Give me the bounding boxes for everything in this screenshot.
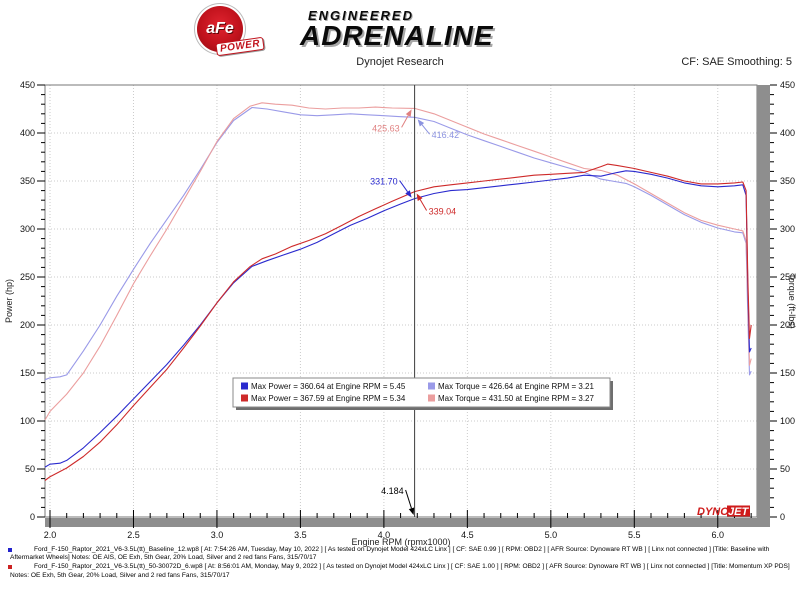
y-right-tick-label: 150 [780,368,795,378]
y-left-tick-label: 300 [20,224,35,234]
x-tick-label: 5.5 [628,530,641,540]
annotation-label: 4.184 [381,486,404,496]
y-left-axis-title: Power (hp) [4,279,14,323]
annotation-arrow-head [417,119,425,127]
y-right-tick-label: 350 [780,176,795,186]
y-left-tick-label: 400 [20,128,35,138]
brand-header: aFe POWER ENGINEERED ADRENALINE [190,4,630,57]
run-bullet-icon [8,565,12,569]
dynojet-logo: DYNO JET [697,505,750,518]
annotation-arrow-line [421,124,430,135]
run-info-footer: Ford_F-150_Raptor_2021_V6-3.5L(tt)_Basel… [0,546,800,581]
annotation-arrow-head [405,109,412,117]
dyno-chart: 0 0 50 50 100 100 150 150 200 200 250 250 300 300 350 3… [0,75,800,550]
legend-swatch [428,382,435,390]
legend-swatch [241,382,248,390]
series-line-momentum-power [44,163,752,481]
y-right-tick-label: 100 [780,416,795,426]
legend-label: Max Power = 360.64 at Engine RPM = 5.45 [251,382,406,391]
legend-swatch [241,394,248,402]
annotation-label: 416.42 [432,130,460,140]
x-tick-label: 6.0 [712,530,725,540]
x-tick-label: 2.0 [44,530,57,540]
dynojet-logo-jet: JET [728,506,749,518]
x-tick-label: 4.0 [378,530,391,540]
annotation-arrow-head [408,507,415,515]
y-right-axis-band [757,85,770,527]
y-right-axis-title: Torque (ft-lbs) [787,273,797,329]
y-left-tick-label: 450 [20,80,35,90]
y-right-tick-label: 300 [780,224,795,234]
y-right-tick-label: 50 [780,464,790,474]
annotation-arrow-head [416,193,423,201]
annotation-arrow-line [399,180,408,193]
brand-line-engineered: ENGINEERED [308,8,414,23]
x-tick-label: 3.5 [294,530,307,540]
x-tick-label: 4.5 [461,530,474,540]
y-right-tick-label: 250 [780,272,795,282]
y-right-tick-label: 200 [780,320,795,330]
run-text: Ford_F-150_Raptor_2021_V6-3.5L(tt)_50-30… [10,563,790,579]
y-left-tick-label: 350 [20,176,35,186]
dynojet-logo-box [727,505,750,517]
plot-border [44,84,758,518]
y-left-tick-label: 100 [20,416,35,426]
annotation-arrow-line [401,115,409,128]
y-left-tick-label: 150 [20,368,35,378]
y-right-tick-label: 400 [780,128,795,138]
series-line-momentum-torque [44,102,752,421]
legend-label: Max Torque = 426.64 at Engine RPM = 3.21 [438,382,595,391]
annotation-label: 425.63 [372,123,400,133]
annotation-arrow-line [405,489,412,509]
legend-swatch [428,394,435,402]
legend-box[interactable] [232,377,611,408]
run-entry: Ford_F-150_Raptor_2021_V6-3.5L(tt)_Basel… [0,546,800,563]
run-entry: Ford_F-150_Raptor_2021_V6-3.5L(tt)_50-30… [0,563,800,580]
x-axis-band [45,518,770,527]
y-left-tick-label: 250 [20,272,35,282]
series-line-baseline-power [44,170,752,468]
x-tick-label: 3.0 [211,530,224,540]
annotation-arrow-line [419,199,428,211]
x-axis-title: Engine RPM (rpmx1000) [351,537,450,547]
annotation-label: 331.70 [370,177,398,187]
y-right-tick-label: 0 [780,512,785,522]
y-left-tick-label: 0 [30,512,35,522]
afe-logo-text: aFe [206,20,234,37]
series-line-baseline-torque [44,106,752,381]
legend-label: Max Torque = 431.50 at Engine RPM = 3.27 [438,394,595,403]
run-text: Ford_F-150_Raptor_2021_V6-3.5L(tt)_Basel… [10,546,770,562]
x-tick-label: 2.5 [127,530,140,540]
page-title: Dynojet Research [356,56,444,68]
legend-label: Max Power = 367.59 at Engine RPM = 5.34 [251,394,406,403]
dynojet-logo-dyno: DYNO [697,506,729,518]
y-left-tick-label: 200 [20,320,35,330]
annotation-arrow-head [405,190,412,198]
chart-canvas[interactable]: 0 0 50 50 100 100 150 150 200 200 250 250 300 300 350 3… [0,75,800,550]
x-tick-label: 5.0 [545,530,558,540]
run-bullet-icon [8,548,12,552]
smoothing-label: CF: SAE Smoothing: 5 [681,56,792,68]
y-left-tick-label: 50 [25,464,35,474]
y-right-tick-label: 450 [780,80,795,90]
brand-line-adrenaline: ADRENALINE [300,20,494,51]
annotation-label: 339.04 [429,207,457,217]
